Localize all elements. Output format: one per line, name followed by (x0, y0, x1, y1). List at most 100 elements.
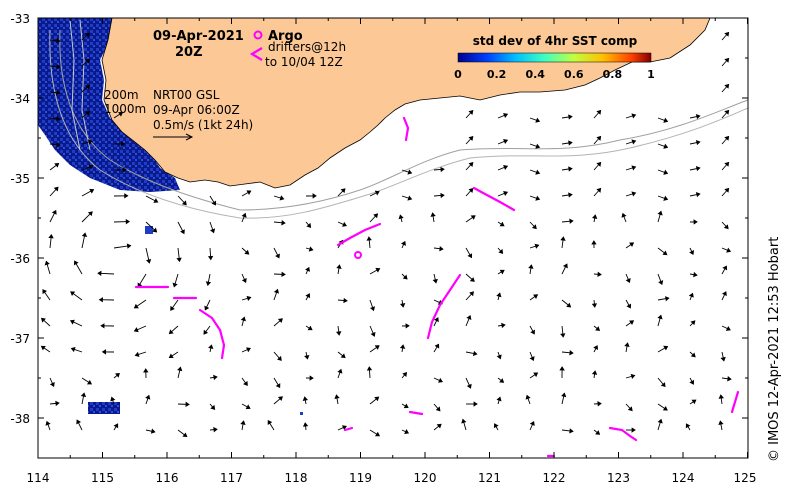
current-vector-head (568, 140, 573, 146)
current-vector-head (503, 191, 509, 197)
current-vector-head (277, 318, 283, 323)
current-vector-head (569, 218, 574, 224)
current-vector-head (241, 212, 247, 218)
current-vector-head (501, 322, 506, 329)
current-vector-head (244, 249, 250, 255)
current-vector-head (400, 240, 406, 246)
current-vector-head (181, 200, 187, 206)
current-vector-head (180, 229, 185, 235)
current-vector-head (340, 353, 346, 359)
current-vector-head (124, 193, 129, 199)
current-vector-head (370, 331, 376, 337)
current-vector-head (213, 374, 218, 381)
current-vector-head (306, 222, 312, 228)
lon-tick-label: 118 (285, 471, 308, 485)
credit-label: © IMOS 12-Apr-2021 12:53 Hobart (767, 237, 782, 462)
current-vector-head (366, 366, 373, 371)
lat-tick-label: -33 (10, 12, 30, 26)
current-vector-head (185, 401, 190, 407)
current-vector-head (277, 355, 282, 361)
current-vector-head (273, 288, 280, 294)
current-vector-head (722, 265, 728, 271)
colorbar-tick-label: 0.8 (603, 68, 623, 81)
current-vector-head (621, 212, 627, 218)
current-vector-head (662, 405, 668, 411)
current-vector-head (86, 379, 93, 385)
lat-tick-label: -35 (10, 172, 30, 186)
current-vector-head (440, 166, 445, 173)
current-vector-head (56, 142, 61, 148)
current-vector-head (172, 282, 178, 288)
current-vector-head (56, 64, 61, 70)
current-vector-head (566, 302, 572, 308)
current-vector-head (596, 187, 602, 193)
current-vector-head (724, 31, 730, 37)
current-vector-head (125, 219, 131, 225)
current-scale-label: 0.5m/s (1kt 24h) (153, 118, 253, 132)
current-vector-head (568, 166, 573, 172)
current-vector-head (170, 305, 175, 311)
current-vector-head (302, 396, 308, 401)
current-vector-head (240, 420, 246, 425)
lon-tick-label: 119 (349, 471, 372, 485)
current-vector-head (275, 383, 281, 389)
current-vector-head (341, 425, 347, 431)
current-vector-head (435, 406, 441, 412)
current-vector-head (724, 57, 730, 63)
current-vector-head (472, 350, 478, 357)
current-vector-head (631, 139, 637, 145)
current-vector-head (374, 431, 381, 437)
current-vector-head (591, 240, 597, 245)
current-vector-head (204, 305, 210, 311)
current-vector-head (279, 195, 285, 201)
current-vector-head (724, 109, 730, 115)
current-vector-head (374, 396, 380, 402)
drifter-track-2 (472, 186, 516, 212)
current-vector-head (398, 214, 404, 220)
current-vector-head (246, 347, 251, 353)
current-vector-head (689, 379, 695, 385)
current-vector-head (85, 110, 91, 116)
colorbar-ticks: 0 0.2 0.4 0.6 0.8 1 (454, 68, 655, 81)
current-vector-head (281, 271, 286, 277)
current-vector-head (305, 293, 311, 299)
current-vector-head (305, 266, 310, 272)
lon-tick-label: 120 (414, 471, 437, 485)
current-vector-head (100, 323, 105, 329)
current-vector-head (725, 325, 731, 331)
current-vector-head (695, 191, 701, 198)
current-vector-head (499, 269, 505, 275)
current-vector-head (625, 278, 631, 284)
drifter-legend-line1: drifters@12h (268, 40, 346, 54)
current-vector-head (182, 432, 188, 438)
current-vector-head (308, 246, 314, 252)
current-vector-head (343, 297, 348, 304)
lon-axis-labels: 114 115 116 117 118 119 120 121 122 123 … (27, 471, 757, 485)
current-vector-head (40, 345, 46, 351)
current-vector-head (133, 303, 139, 309)
current-vector-head (535, 195, 541, 201)
current-vector-head (70, 291, 76, 297)
current-vector-head (434, 343, 440, 349)
current-vector-head (631, 191, 637, 197)
current-vector-head (126, 243, 132, 249)
current-vector-head (689, 250, 695, 256)
current-vector-head (626, 303, 632, 309)
current-vector-head (375, 267, 381, 273)
current-vector-head (724, 83, 730, 89)
current-vector-head (309, 375, 314, 381)
current-vector-head (533, 294, 539, 300)
current-vector-head (110, 396, 116, 402)
current-vector-head (561, 392, 567, 398)
lat-axis-labels: -33 -34 -35 -36 -37 -38 (10, 12, 30, 426)
drifter-track-3 (336, 222, 382, 247)
isobath-1000m (49, 29, 749, 219)
current-vector-head (403, 403, 409, 409)
current-vector-head (529, 356, 535, 362)
current-vector-head (695, 113, 701, 120)
current-vector-head (369, 306, 376, 312)
current-vector-head (302, 422, 309, 427)
current-vector-head (726, 247, 732, 253)
current-vector-head (466, 383, 472, 389)
current-vector-head (535, 143, 541, 149)
